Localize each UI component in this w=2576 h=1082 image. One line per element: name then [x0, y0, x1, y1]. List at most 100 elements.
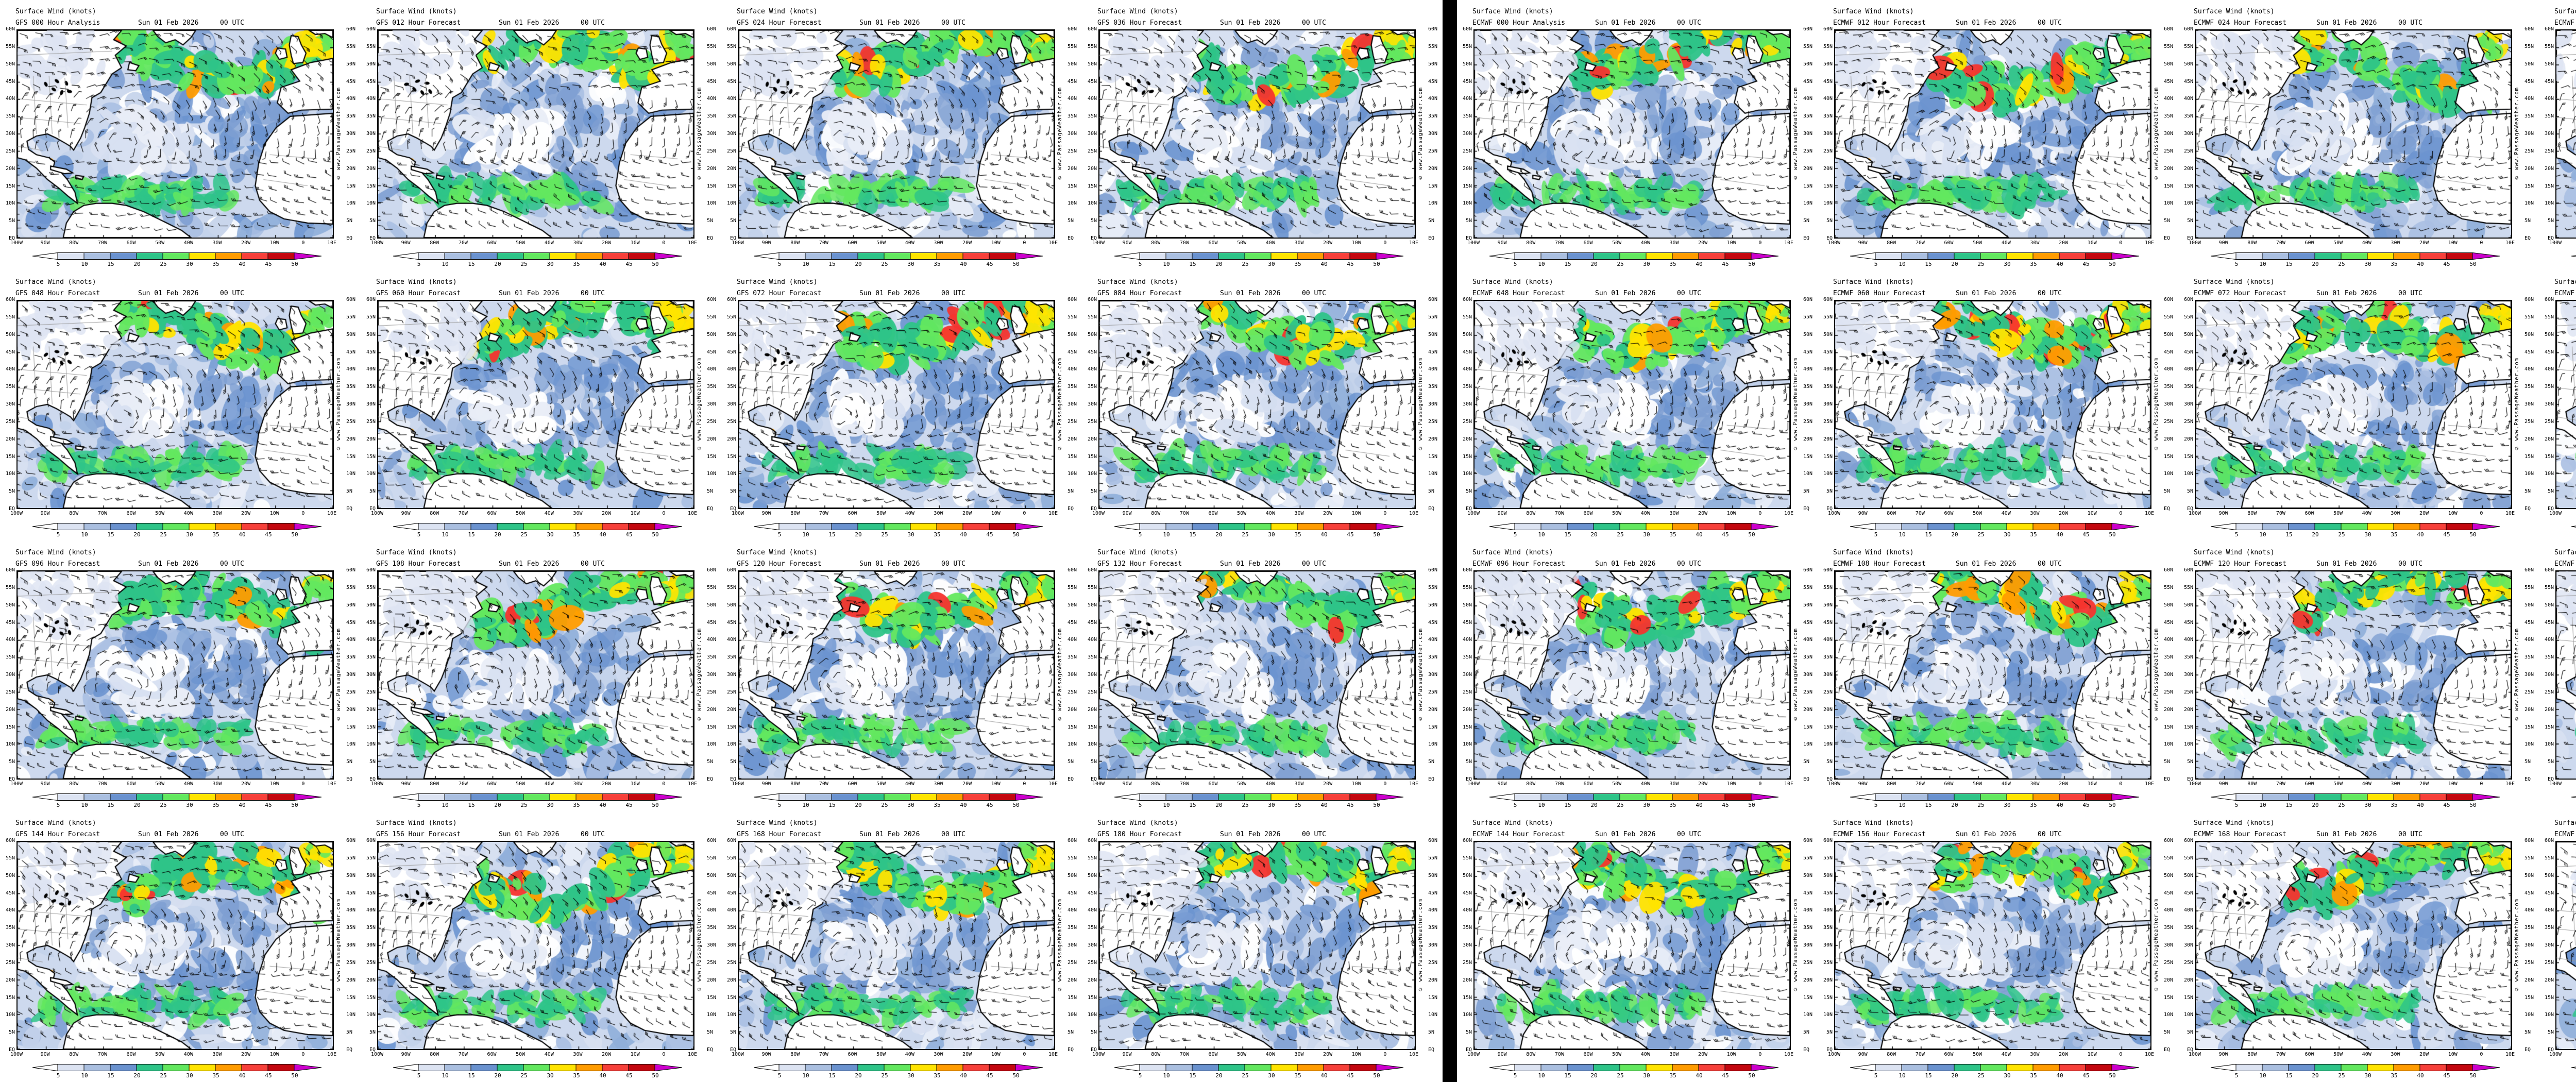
lon-label: 0 — [1383, 1052, 1387, 1057]
lon-label: 90W — [1497, 240, 1507, 246]
lon-label: 100W — [10, 781, 23, 787]
lon-label: 50W — [1973, 1052, 1982, 1057]
lat-label-right: 45N — [1803, 890, 1813, 896]
lat-label-left: 55N — [726, 43, 736, 49]
lat-label-right: 15N — [2164, 453, 2174, 460]
colorbar-segment — [602, 523, 629, 530]
lon-label: 10W — [269, 511, 279, 516]
lon-label: 70W — [1554, 511, 1564, 516]
lat-label-left: EQ — [730, 776, 736, 782]
colorbar-segment — [936, 252, 963, 260]
lat-label-left: 5N — [2187, 488, 2193, 495]
colorbar-tick-label: 35 — [2391, 802, 2398, 808]
colorbar-tick-label: 30 — [186, 1072, 193, 1079]
wind-map-image — [1099, 30, 1415, 238]
lat-label-left: 55N — [2183, 43, 2193, 49]
colorbar-tick-label: 20 — [1590, 802, 1598, 808]
lat-label-left: 30N — [726, 942, 736, 948]
lon-label: 60W — [2304, 781, 2314, 787]
colorbar-tick-label: 50 — [652, 802, 659, 808]
lat-label-left: 35N — [2544, 925, 2554, 931]
lon-label: 60W — [126, 1052, 136, 1057]
colorbar-segment — [1192, 1064, 1219, 1071]
lon-label: 100W — [1092, 511, 1105, 516]
colorbar-segment — [2262, 523, 2289, 530]
colorbar-tick-label: 20 — [494, 261, 501, 267]
lat-label-left: 30N — [1462, 401, 1472, 407]
lat-label-left: 5N — [2547, 759, 2554, 765]
lat-label-left: EQ — [369, 1047, 376, 1053]
colorbar-tick-label: 20 — [1951, 531, 1958, 538]
colorbar-tick-label: 45 — [1347, 802, 1354, 808]
colorbar-tick-label: 10 — [1538, 802, 1545, 808]
lon-label: 80W — [1151, 1052, 1161, 1057]
lat-label-right: 15N — [346, 724, 356, 730]
lat-label-right: 20N — [1067, 165, 1077, 172]
lon-label: 20W — [2059, 781, 2069, 787]
lat-label-left: 50N — [1462, 872, 1472, 878]
copyright-text: © www.PassageWeather.com — [1056, 87, 1063, 181]
lon-label: 90W — [2573, 1052, 2576, 1057]
lat-label-right: 60N — [707, 297, 717, 302]
lon-label: 50W — [516, 781, 526, 787]
colorbar-segment — [110, 252, 137, 260]
lat-label-right: 25N — [346, 148, 356, 154]
lat-label-right: 45N — [1428, 78, 1438, 84]
colorbar-tail — [1114, 522, 1140, 531]
lon-label: 60W — [1208, 781, 1218, 787]
forecast-panel: Surface Wind (knots) GFS 120 Hour Foreca… — [721, 541, 1082, 812]
lat-label-right: 5N — [1067, 488, 1074, 495]
colorbar-tick-label: 20 — [1590, 261, 1598, 267]
wind-map-image — [1835, 30, 2150, 238]
lat-label-right: 20N — [707, 977, 717, 983]
colorbar-segment — [418, 793, 445, 801]
lat-label-right: 55N — [2164, 43, 2174, 49]
wind-speed-colorbar — [754, 1063, 1043, 1072]
colorbar-tail — [754, 252, 779, 260]
panel-date: Sun 01 Feb 2026 — [1595, 831, 1656, 838]
colorbar-segment — [549, 793, 577, 801]
lat-label-right: 40N — [1803, 96, 1813, 102]
lat-label-right: 10N — [2164, 741, 2174, 748]
lat-label-right: 45N — [1428, 890, 1438, 896]
lon-label: 50W — [155, 240, 165, 246]
lon-label: 40W — [905, 240, 914, 246]
wind-speed-colorbar — [32, 252, 322, 260]
lat-label-left: 55N — [5, 855, 15, 861]
colorbar-tail — [1850, 793, 1876, 801]
lat-label-left: 50N — [366, 872, 376, 878]
lat-label-right: 30N — [1803, 401, 1813, 407]
lat-label-right: 30N — [1067, 672, 1077, 678]
lat-label-left: 20N — [5, 977, 15, 983]
lat-label-right: 10N — [1067, 741, 1077, 748]
lon-label: 90W — [761, 240, 771, 246]
colorbar-segment — [162, 1064, 190, 1071]
colorbar-tick-label: 30 — [2004, 802, 2011, 808]
lat-label-left: 40N — [2544, 366, 2554, 373]
lat-label-right: 30N — [707, 131, 717, 137]
colorbar-tick-label: 10 — [802, 1072, 809, 1079]
colorbar-segment — [1514, 793, 1541, 801]
colorbar-tick-label: 25 — [1617, 531, 1624, 538]
lat-label-right: 35N — [2164, 113, 2174, 120]
lon-label: 30W — [1294, 1052, 1304, 1057]
colorbar-tick-label: 5 — [1874, 802, 1878, 808]
colorbar-tick-label: 5 — [1138, 802, 1142, 808]
wind-map-image — [2196, 30, 2511, 238]
lat-label-left: 5N — [1826, 1029, 1833, 1036]
lat-label-left: 5N — [730, 1029, 736, 1036]
colorbar-tick-label: 30 — [2004, 261, 2011, 267]
lat-label-right: 15N — [1428, 994, 1438, 1001]
colorbar-tick-label: 45 — [986, 802, 993, 808]
lon-label: 50W — [2333, 240, 2343, 246]
lat-label-right: EQ — [1428, 506, 1435, 512]
lat-label-right: 50N — [2524, 61, 2534, 67]
lat-label-right: 50N — [1067, 331, 1077, 337]
lon-label: 50W — [1973, 511, 1982, 516]
colorbar-tick-label: 15 — [1189, 531, 1196, 538]
lat-label-right: 40N — [1428, 637, 1438, 643]
wind-map-image — [378, 301, 693, 508]
lat-label-right: 30N — [1803, 131, 1813, 137]
lat-label-right: 5N — [346, 1029, 353, 1036]
lat-label-left: 35N — [1823, 113, 1833, 120]
